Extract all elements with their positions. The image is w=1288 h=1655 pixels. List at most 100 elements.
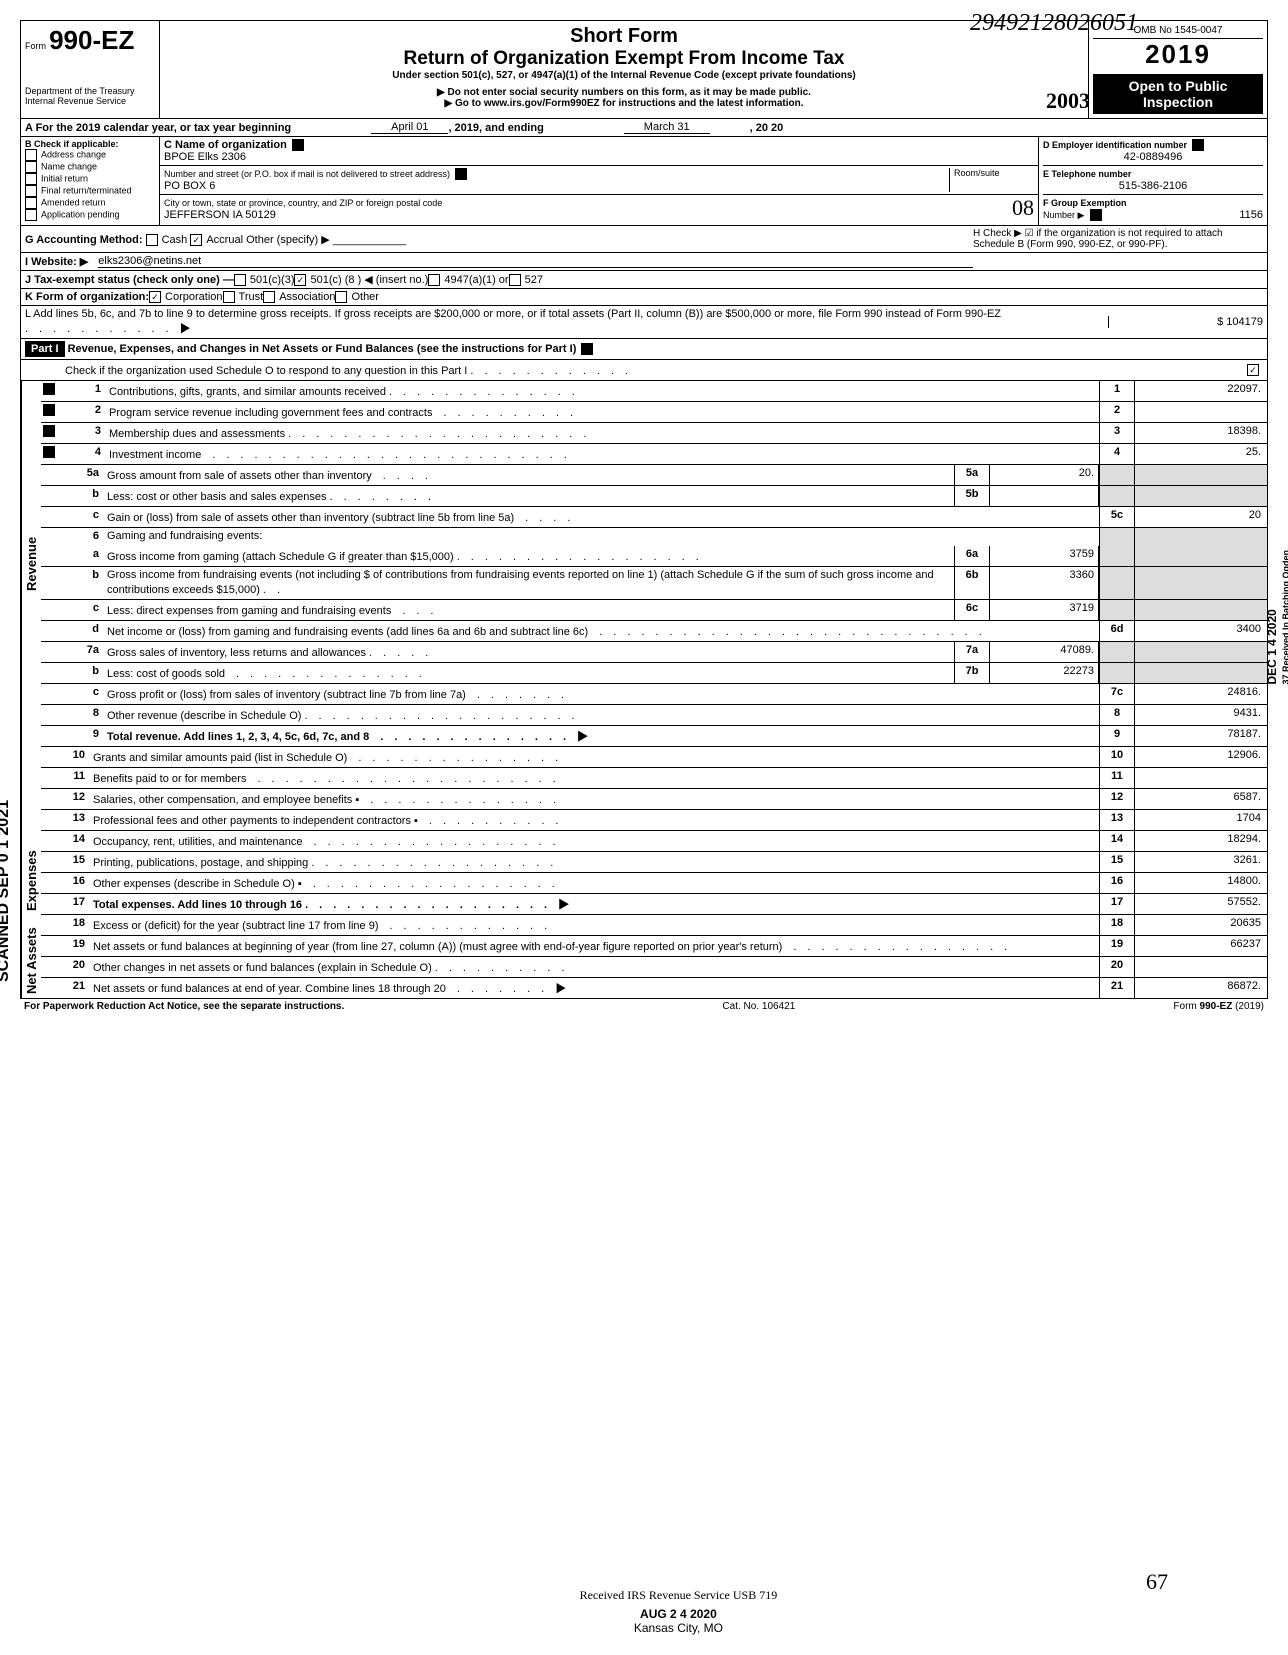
checkbox-other-org[interactable] [335, 291, 347, 303]
form-number: 990-EZ [49, 25, 134, 55]
checkbox-accrual[interactable] [190, 234, 202, 246]
handwritten-08: 08 [1012, 195, 1034, 221]
line-10-desc: Grants and similar amounts paid (list in… [89, 747, 1099, 767]
period-begin: April 01 [371, 121, 448, 134]
checkbox-initial[interactable] [25, 173, 37, 185]
line-12-val: 6587. [1134, 789, 1267, 809]
period-label: A For the 2019 calendar year, or tax yea… [25, 122, 291, 134]
line-21-box: 21 [1099, 978, 1134, 998]
checkbox-pending[interactable] [25, 209, 37, 221]
ein: 42-0889496 [1043, 151, 1263, 163]
irs-dept: Internal Revenue Service [25, 96, 155, 106]
line-20-desc: Other changes in net assets or fund bala… [89, 957, 1099, 977]
line-19-num: 19 [41, 936, 89, 956]
return-title: Return of Organization Exempt From Incom… [168, 48, 1080, 70]
line-9-box: 9 [1099, 726, 1134, 746]
line-20-num: 20 [41, 957, 89, 977]
section-h: H Check ▶ ☑ if the organization is not r… [973, 228, 1263, 250]
line-8-val: 9431. [1134, 705, 1267, 725]
line-9-val: 78187. [1134, 726, 1267, 746]
line-10-box: 10 [1099, 747, 1134, 767]
line-9-desc: Total revenue. Add lines 1, 2, 3, 4, 5c,… [107, 731, 588, 743]
label-cash: Cash [162, 234, 188, 246]
checkbox-501c3[interactable] [234, 274, 246, 286]
label-527: 527 [525, 274, 543, 286]
line-5a-sub: 5a [954, 465, 990, 485]
help-icon-l1 [43, 383, 55, 395]
line-6a-sub: 6a [954, 546, 990, 566]
line-19-val: 66237 [1134, 936, 1267, 956]
checkbox-assoc[interactable] [263, 291, 275, 303]
checkbox-527[interactable] [509, 274, 521, 286]
line-8: 8 Other revenue (describe in Schedule O)… [41, 705, 1267, 726]
line-1-num: 1 [57, 381, 105, 401]
line-7a-subval: 47089. [990, 642, 1099, 662]
label-501c: 501(c) ( [310, 274, 348, 286]
help-icon-4 [1090, 209, 1102, 221]
checkbox-schedule-o[interactable] [1247, 364, 1259, 376]
row-i: I Website: ▶ elks2306@netins.net [21, 253, 1267, 271]
checkbox-corp[interactable] [149, 291, 161, 303]
tax-year: 2019 [1093, 39, 1263, 70]
help-icon-l4 [43, 446, 55, 458]
period-mid: , 2019, and ending [448, 122, 543, 134]
line-3-box: 3 [1099, 423, 1134, 443]
line-5c-desc: Gain or (loss) from sale of assets other… [103, 507, 1099, 527]
line-17-desc: Total expenses. Add lines 10 through 16 … [93, 899, 569, 911]
checkbox-trust[interactable] [223, 291, 235, 303]
line-1: 1 Contributions, gifts, grants, and simi… [41, 381, 1267, 402]
line-4-val: 25. [1134, 444, 1267, 464]
label-4947: 4947(a)(1) or [444, 274, 508, 286]
line-13: 13 Professional fees and other payments … [41, 810, 1267, 831]
line-7b-desc: Less: cost of goods sold . . . . . . . .… [103, 663, 954, 683]
help-icon [292, 139, 304, 151]
warning-1: ▶ Do not enter social security numbers o… [168, 87, 1080, 98]
line-2-desc: Program service revenue including govern… [105, 402, 1099, 422]
line-19-box: 19 [1099, 936, 1134, 956]
checkbox-501c[interactable] [294, 274, 306, 286]
line-21-num: 21 [41, 978, 89, 998]
line-17: 17 Total expenses. Add lines 10 through … [41, 894, 1267, 915]
line-18-num: 18 [41, 915, 89, 935]
line-6c-num: c [55, 600, 103, 620]
line-8-desc: Other revenue (describe in Schedule O) .… [103, 705, 1099, 725]
label-assoc: Association [279, 291, 335, 303]
line-6a-desc: Gross income from gaming (attach Schedul… [103, 546, 954, 566]
handwritten-67: 67 [1146, 1569, 1168, 1595]
line-6-num: 6 [55, 528, 103, 546]
label-name-change: Name change [41, 161, 97, 171]
street-label: Number and street (or P.O. box if mail i… [164, 169, 450, 179]
line-2-box: 2 [1099, 402, 1134, 422]
form-number-cell: Form 990-EZ Department of the Treasury I… [21, 21, 160, 118]
line-6-shade2 [1134, 528, 1267, 546]
treasury-dept: Department of the Treasury [25, 86, 155, 96]
line-7a: 7a Gross sales of inventory, less return… [41, 642, 1267, 663]
c-label: C Name of organization [164, 139, 287, 151]
line-19: 19 Net assets or fund balances at beginn… [41, 936, 1267, 957]
line-1-desc: Contributions, gifts, grants, and simila… [105, 381, 1099, 401]
checkbox-amended[interactable] [25, 197, 37, 209]
line-7c-val: 24816. [1134, 684, 1267, 704]
line-14-desc: Occupancy, rent, utilities, and maintena… [89, 831, 1099, 851]
checkbox-final[interactable] [25, 185, 37, 197]
received-city: Kansas City, MO [580, 1621, 778, 1635]
checkbox-cash[interactable] [146, 234, 158, 246]
line-7c-num: c [55, 684, 103, 704]
line-5b-desc: Less: cost or other basis and sales expe… [103, 486, 954, 506]
checkbox-addr-change[interactable] [25, 149, 37, 161]
form-prefix: Form [25, 41, 46, 51]
line-20: 20 Other changes in net assets or fund b… [41, 957, 1267, 978]
help-icon-2 [455, 168, 467, 180]
line-6b-sub: 6b [954, 567, 990, 599]
line-7a-shade2 [1134, 642, 1267, 662]
line-12-box: 12 [1099, 789, 1134, 809]
line-11: 11 Benefits paid to or for members . . .… [41, 768, 1267, 789]
warning-2-text: ▶ Go to www.irs.gov/Form990EZ for instru… [444, 98, 803, 109]
checkbox-name-change[interactable] [25, 161, 37, 173]
line-11-desc: Benefits paid to or for members . . . . … [89, 768, 1099, 788]
line-7c: c Gross profit or (loss) from sales of i… [41, 684, 1267, 705]
checkbox-4947[interactable] [428, 274, 440, 286]
label-amended: Amended return [41, 197, 106, 207]
line-3-val: 18398. [1134, 423, 1267, 443]
under-section: Under section 501(c), 527, or 4947(a)(1)… [168, 70, 1080, 81]
